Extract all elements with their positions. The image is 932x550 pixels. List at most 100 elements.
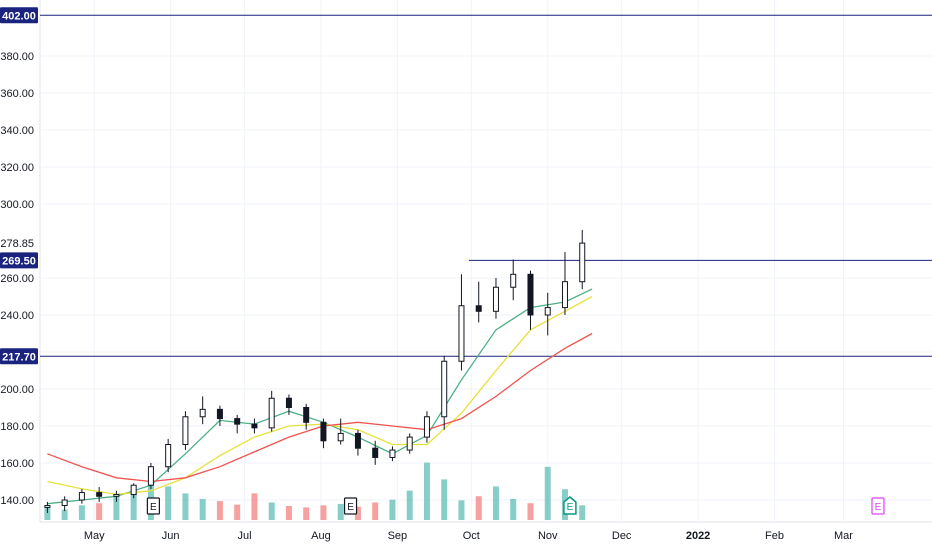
candle-body xyxy=(354,432,361,449)
candle-body xyxy=(544,307,551,316)
candle-body xyxy=(458,305,465,362)
volume-bar xyxy=(44,507,51,520)
candle-body xyxy=(372,447,379,458)
earnings-icon xyxy=(563,496,577,515)
candle-body xyxy=(96,492,103,497)
volume-bar xyxy=(199,499,206,520)
volume-bar xyxy=(285,506,292,520)
volume-bar xyxy=(303,507,310,520)
candle-body xyxy=(527,273,534,316)
price-badge xyxy=(0,252,38,269)
volume-bar xyxy=(182,493,189,520)
x-tick-label: Feb xyxy=(765,530,784,542)
price-badge-label: 269.50 xyxy=(2,255,36,267)
earnings-label: E xyxy=(347,502,354,513)
y-tick-label: 180.00 xyxy=(0,421,34,433)
volume-bar xyxy=(441,479,448,520)
price-axis[interactable]: 140.00 160.00 180.00 200.00 240.00 260.00 278.… xyxy=(0,51,34,507)
volume-bar xyxy=(389,499,396,520)
candle-body xyxy=(78,492,85,501)
volume-bar xyxy=(527,503,534,520)
candle-body xyxy=(130,484,137,495)
candle-body xyxy=(147,466,154,486)
volume-bar xyxy=(406,490,413,520)
candle-body xyxy=(61,499,68,507)
candle-body xyxy=(44,505,51,508)
price-badge-label: 402.00 xyxy=(2,10,36,22)
volume-bar xyxy=(423,462,430,520)
grid-layer xyxy=(39,0,932,523)
volume-bar xyxy=(492,486,499,520)
volume-layer xyxy=(44,462,586,520)
y-tick-label: 320.00 xyxy=(0,162,34,174)
candle-body xyxy=(165,444,172,468)
horizontal-lines-layer xyxy=(40,14,932,357)
candle-body xyxy=(579,242,586,283)
y-tick-label: 380.00 xyxy=(0,51,34,63)
x-tick-label: Jun xyxy=(162,530,180,542)
candle-body xyxy=(320,421,327,442)
moving-average-line xyxy=(47,332,593,483)
earnings-label: E xyxy=(875,502,882,513)
volume-bar xyxy=(234,504,241,520)
price-badge-label: 217.70 xyxy=(2,351,36,363)
moving-average-line xyxy=(47,295,593,496)
volume-bar xyxy=(320,505,327,520)
candle-body xyxy=(113,493,120,497)
volume-bar xyxy=(78,505,85,520)
candle-body xyxy=(285,397,292,408)
price-badge xyxy=(0,7,38,24)
volume-bar xyxy=(113,496,120,520)
x-tick-label: Nov xyxy=(538,530,558,542)
volume-bar xyxy=(544,466,551,520)
volume-bar xyxy=(216,501,223,520)
y-tick-label: 340.00 xyxy=(0,125,34,137)
candle-body xyxy=(406,436,413,451)
candle-body xyxy=(182,416,189,445)
y-tick-label: 278.85 xyxy=(0,238,34,250)
x-tick-label: Jul xyxy=(238,530,252,542)
volume-bar xyxy=(337,503,344,520)
candle-body xyxy=(510,273,517,288)
volume-bar xyxy=(372,502,379,520)
volume-bar xyxy=(251,493,258,520)
y-tick-label: 200.00 xyxy=(0,384,34,396)
y-tick-label: 140.00 xyxy=(0,495,34,507)
time-axis[interactable]: May Jun Jul Aug Sep Oct Nov Dec 2022 Feb Mar xyxy=(84,530,853,542)
candles-layer xyxy=(44,229,586,513)
candle-body xyxy=(199,408,206,418)
candle-body xyxy=(492,286,499,312)
moving-average-line xyxy=(47,288,593,505)
earnings-label: E xyxy=(150,502,157,513)
y-tick-label: 360.00 xyxy=(0,88,34,100)
volume-bar xyxy=(475,496,482,520)
candle-body xyxy=(337,432,344,442)
candle-body xyxy=(303,407,310,423)
candle-body xyxy=(389,449,396,458)
x-tick-label: May xyxy=(84,530,105,542)
x-tick-label: Aug xyxy=(311,530,331,542)
earnings-icon xyxy=(146,497,160,515)
earnings-icon xyxy=(343,497,358,515)
x-tick-label: Dec xyxy=(612,530,632,542)
moving-average-layer xyxy=(47,288,593,505)
earnings-label: E xyxy=(567,502,574,513)
x-tick-label: 2022 xyxy=(686,530,710,542)
candle-body xyxy=(216,408,223,420)
volume-bar xyxy=(165,486,172,520)
candle-body xyxy=(423,416,430,438)
y-tick-label: 260.00 xyxy=(0,273,34,285)
volume-bar xyxy=(458,500,465,520)
candle-body xyxy=(268,397,275,429)
y-tick-label: 300.00 xyxy=(0,199,34,211)
earnings-icon xyxy=(871,497,885,515)
candle-body xyxy=(251,423,258,429)
volume-bar xyxy=(96,503,103,520)
x-tick-label: Oct xyxy=(463,530,480,542)
volume-bar xyxy=(354,506,361,520)
y-tick-label: 240.00 xyxy=(0,310,34,322)
candle-body xyxy=(234,418,241,425)
x-tick-label: Mar xyxy=(834,530,853,542)
